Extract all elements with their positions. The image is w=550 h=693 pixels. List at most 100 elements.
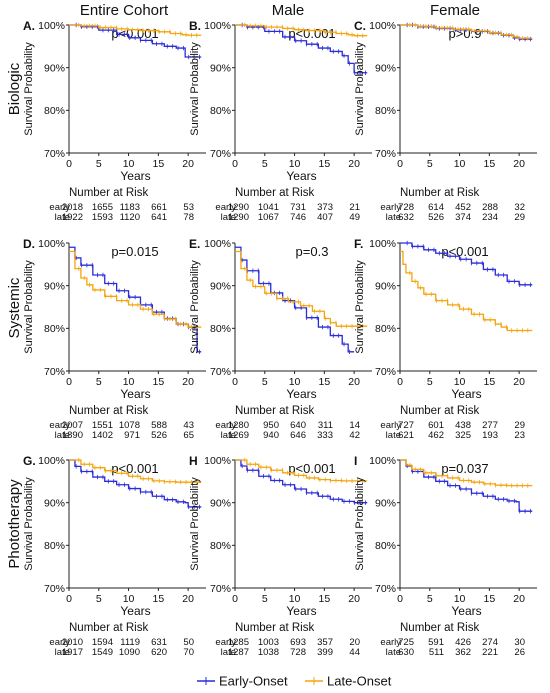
risk-cell-value: 601 — [428, 420, 444, 431]
risk-cell-value: 950 — [263, 420, 279, 431]
risk-cell-value: 373 — [317, 202, 333, 213]
series-late-onset-line — [400, 250, 533, 332]
y-tick-label: 80% — [44, 323, 65, 335]
panel-tag-label: E. — [189, 237, 200, 251]
risk-table-title: Number at Risk — [69, 622, 148, 634]
risk-row-label: late — [221, 647, 236, 658]
risk-cell-value: 1078 — [119, 420, 140, 431]
row-title-biologic: Biologic — [6, 62, 23, 115]
series-early-onset-group — [235, 22, 368, 75]
risk-cell-value: 374 — [455, 212, 471, 223]
risk-cell-value: 1038 — [258, 647, 279, 658]
risk-cell-value: 526 — [428, 212, 444, 223]
p-value-label: p=0.3 — [296, 244, 329, 259]
y-tick-label: 70% — [44, 148, 65, 160]
risk-cell-value: 193 — [482, 430, 498, 441]
y-tick-label: 100% — [38, 455, 65, 467]
x-axis-title: Years — [120, 387, 150, 401]
x-tick-label: 0 — [66, 158, 72, 170]
x-tick-label: 0 — [232, 376, 238, 388]
y-tick-label: 70% — [210, 366, 231, 378]
risk-table-title: Number at Risk — [235, 405, 314, 417]
x-tick-label: 15 — [153, 376, 165, 388]
x-axis-title: Years — [286, 604, 316, 618]
y-tick-label: 100% — [369, 20, 396, 32]
panel-tag-label: I — [354, 454, 357, 468]
series-late-onset-group — [69, 250, 202, 330]
risk-cell-value: 53 — [183, 202, 194, 213]
panel-tag-label: D. — [23, 237, 35, 251]
risk-cell-value: 1402 — [92, 430, 113, 441]
y-tick-label: 70% — [44, 583, 65, 595]
risk-row-label: early — [380, 420, 401, 431]
x-axis-title: Years — [120, 604, 150, 618]
x-tick-label: 5 — [96, 158, 102, 170]
panels: 70% 80% 90% 100% 0 5 10 15 20 A. p<0.001 Survival P… — [23, 19, 537, 658]
risk-cell-value: 632 — [398, 212, 414, 223]
panel-tag-label: G. — [23, 454, 36, 468]
series-late-onset-line — [235, 24, 368, 37]
x-tick-label: 5 — [427, 158, 433, 170]
panel-tag-label: B. — [189, 19, 201, 33]
risk-cell-value: 971 — [124, 430, 140, 441]
risk-cell-value: 1183 — [120, 202, 140, 213]
x-tick-label: 20 — [513, 158, 525, 170]
risk-cell-value: 1290 — [228, 212, 249, 223]
y-tick-label: 70% — [210, 148, 231, 160]
x-tick-label: 20 — [182, 158, 194, 170]
risk-cell-value: 1067 — [258, 212, 279, 223]
risk-table-title: Number at Risk — [69, 405, 148, 417]
series-late-onset-group — [235, 457, 368, 484]
risk-cell-value: 526 — [151, 430, 167, 441]
row-title-phototherapy: Phototherapy — [6, 479, 23, 569]
x-tick-label: 10 — [123, 593, 135, 605]
p-value-label: p<0.001 — [111, 461, 158, 476]
risk-cell-value: 646 — [290, 430, 306, 441]
x-tick-label: 10 — [454, 376, 466, 388]
x-tick-label: 15 — [319, 158, 331, 170]
y-tick-label: 100% — [204, 238, 231, 250]
risk-row-label: late — [221, 212, 236, 223]
risk-cell-value: 641 — [151, 212, 167, 223]
x-tick-label: 20 — [348, 158, 360, 170]
column-titles: Entire Cohort Male Female — [80, 2, 480, 19]
y-axis-title: Survival Probability — [354, 260, 366, 354]
risk-cell-value: 746 — [290, 212, 306, 223]
risk-row-label: early — [49, 202, 70, 213]
risk-cell-value: 1551 — [92, 420, 113, 431]
risk-table-title: Number at Risk — [235, 187, 314, 199]
risk-cell-value: 44 — [349, 647, 360, 658]
risk-cell-value: 288 — [482, 202, 498, 213]
series-early-onset-group — [400, 240, 533, 288]
risk-cell-value: 333 — [317, 430, 333, 441]
series-early-onset-line — [235, 246, 355, 353]
risk-cell-value: 362 — [455, 647, 471, 658]
risk-table-title: Number at Risk — [235, 622, 314, 634]
risk-cell-value: 399 — [317, 647, 333, 658]
y-axis-title: Survival Probability — [23, 477, 35, 571]
y-tick-label: 100% — [369, 455, 396, 467]
x-axis-title: Years — [286, 387, 316, 401]
risk-row-label: late — [386, 430, 401, 441]
x-tick-label: 15 — [484, 593, 496, 605]
row-title-systemic: Systemic — [6, 277, 23, 338]
risk-table-title: Number at Risk — [400, 622, 479, 634]
panel-f: 70% 80% 90% 100% 0 5 10 15 20 F. p<0.001 Survival P… — [354, 237, 537, 441]
y-axis-title: Survival Probability — [354, 477, 366, 571]
y-tick-label: 100% — [38, 20, 65, 32]
series-late-onset-line — [69, 24, 202, 36]
y-tick-label: 70% — [210, 583, 231, 595]
risk-cell-value: 1041 — [258, 202, 279, 213]
y-tick-label: 100% — [204, 20, 231, 32]
series-late-onset-line — [400, 24, 533, 39]
y-axis-title: Survival Probability — [189, 260, 201, 354]
y-tick-label: 90% — [44, 497, 65, 509]
y-tick-label: 90% — [375, 280, 396, 292]
risk-cell-value: 1922 — [62, 212, 83, 223]
risk-cell-value: 311 — [318, 420, 333, 431]
y-tick-label: 80% — [375, 105, 396, 117]
x-tick-label: 15 — [153, 593, 165, 605]
